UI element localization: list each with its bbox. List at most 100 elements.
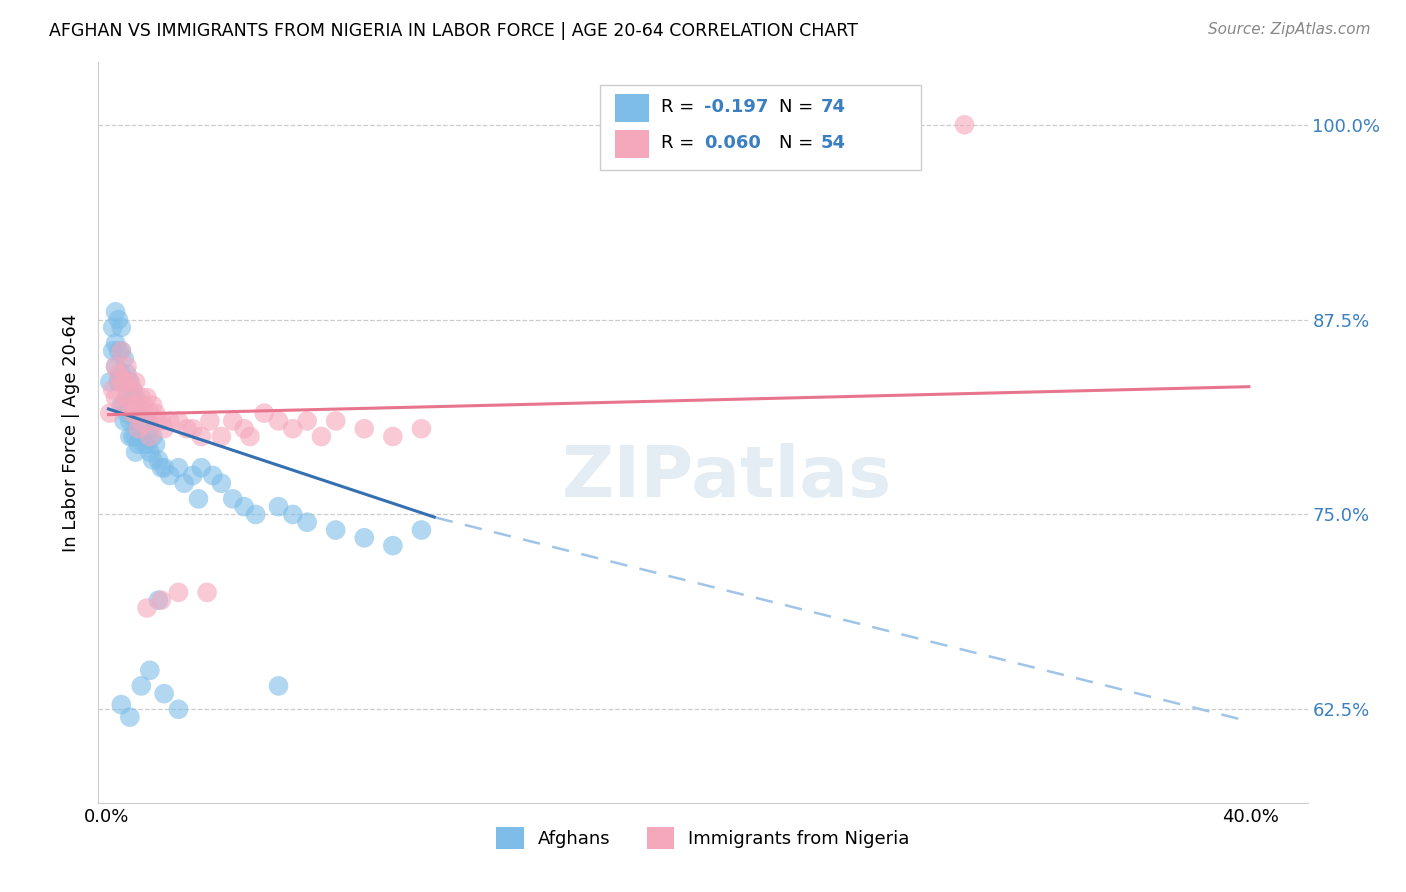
Point <box>134 414 156 428</box>
Point <box>181 468 204 483</box>
Point <box>107 312 129 326</box>
Point <box>411 422 433 436</box>
Point <box>124 445 146 459</box>
Point <box>181 422 204 436</box>
Point <box>110 320 132 334</box>
Y-axis label: In Labor Force | Age 20-64: In Labor Force | Age 20-64 <box>62 313 80 552</box>
Bar <box>614 95 648 122</box>
Point <box>136 414 159 428</box>
Point <box>953 118 976 132</box>
Point <box>118 414 141 428</box>
Text: 0.060: 0.060 <box>704 134 761 153</box>
Point <box>209 429 232 443</box>
Point <box>153 460 176 475</box>
Point <box>134 437 156 451</box>
Point <box>127 417 149 431</box>
Point <box>118 375 141 389</box>
Point <box>145 406 167 420</box>
Point <box>281 422 304 436</box>
Point <box>115 367 138 381</box>
Point <box>381 429 404 443</box>
Point <box>190 460 212 475</box>
Text: N =: N = <box>779 98 820 116</box>
Point <box>139 663 162 677</box>
Point <box>110 343 132 358</box>
Point <box>311 429 333 443</box>
Point <box>121 383 143 397</box>
Point <box>159 414 181 428</box>
Point <box>98 406 121 420</box>
Point <box>267 414 290 428</box>
Point <box>142 429 165 443</box>
Point <box>127 398 149 412</box>
Point <box>110 398 132 412</box>
Point <box>121 406 143 420</box>
Point <box>101 320 124 334</box>
Point <box>115 359 138 374</box>
Point <box>353 422 375 436</box>
Point <box>134 398 156 412</box>
Point <box>110 367 132 381</box>
Point <box>112 375 135 389</box>
Point <box>233 422 256 436</box>
Point <box>110 698 132 712</box>
Point <box>136 601 159 615</box>
Point <box>245 508 267 522</box>
Point <box>115 391 138 405</box>
Text: -0.197: -0.197 <box>704 98 769 116</box>
Point <box>107 343 129 358</box>
Point <box>124 375 146 389</box>
Point <box>253 406 276 420</box>
Point <box>136 437 159 451</box>
Point <box>167 702 190 716</box>
Point <box>148 414 170 428</box>
Point <box>134 417 156 431</box>
Point <box>107 375 129 389</box>
Point <box>118 429 141 443</box>
Point <box>153 687 176 701</box>
Text: N =: N = <box>779 134 820 153</box>
Text: ZIPatlas: ZIPatlas <box>562 442 893 511</box>
Point <box>267 500 290 514</box>
Point <box>127 437 149 451</box>
Point <box>233 500 256 514</box>
Text: R =: R = <box>661 98 700 116</box>
Point <box>136 391 159 405</box>
Point <box>104 305 127 319</box>
Point <box>139 422 162 436</box>
FancyBboxPatch shape <box>600 85 921 169</box>
Point <box>145 437 167 451</box>
Point <box>176 422 198 436</box>
Point <box>150 593 173 607</box>
Point <box>139 445 162 459</box>
Point <box>118 398 141 412</box>
Point <box>101 343 124 358</box>
Point <box>190 429 212 443</box>
Point <box>150 414 173 428</box>
Point <box>115 406 138 420</box>
Point <box>129 391 152 405</box>
Point <box>148 453 170 467</box>
Point <box>98 375 121 389</box>
Point <box>124 414 146 428</box>
Text: 74: 74 <box>820 98 845 116</box>
Text: AFGHAN VS IMMIGRANTS FROM NIGERIA IN LABOR FORCE | AGE 20-64 CORRELATION CHART: AFGHAN VS IMMIGRANTS FROM NIGERIA IN LAB… <box>49 22 858 40</box>
Point <box>187 491 209 506</box>
Point <box>411 523 433 537</box>
Point <box>148 593 170 607</box>
Point <box>104 336 127 351</box>
Point <box>142 398 165 412</box>
Point <box>112 398 135 412</box>
Point <box>201 468 224 483</box>
Point <box>121 383 143 397</box>
Text: 54: 54 <box>820 134 845 153</box>
Point <box>139 429 162 443</box>
Point <box>239 429 262 443</box>
Point <box>118 398 141 412</box>
Legend: Afghans, Immigrants from Nigeria: Afghans, Immigrants from Nigeria <box>489 821 917 856</box>
Point <box>129 679 152 693</box>
Point <box>295 414 318 428</box>
Point <box>142 453 165 467</box>
Text: R =: R = <box>661 134 700 153</box>
Point <box>139 406 162 420</box>
